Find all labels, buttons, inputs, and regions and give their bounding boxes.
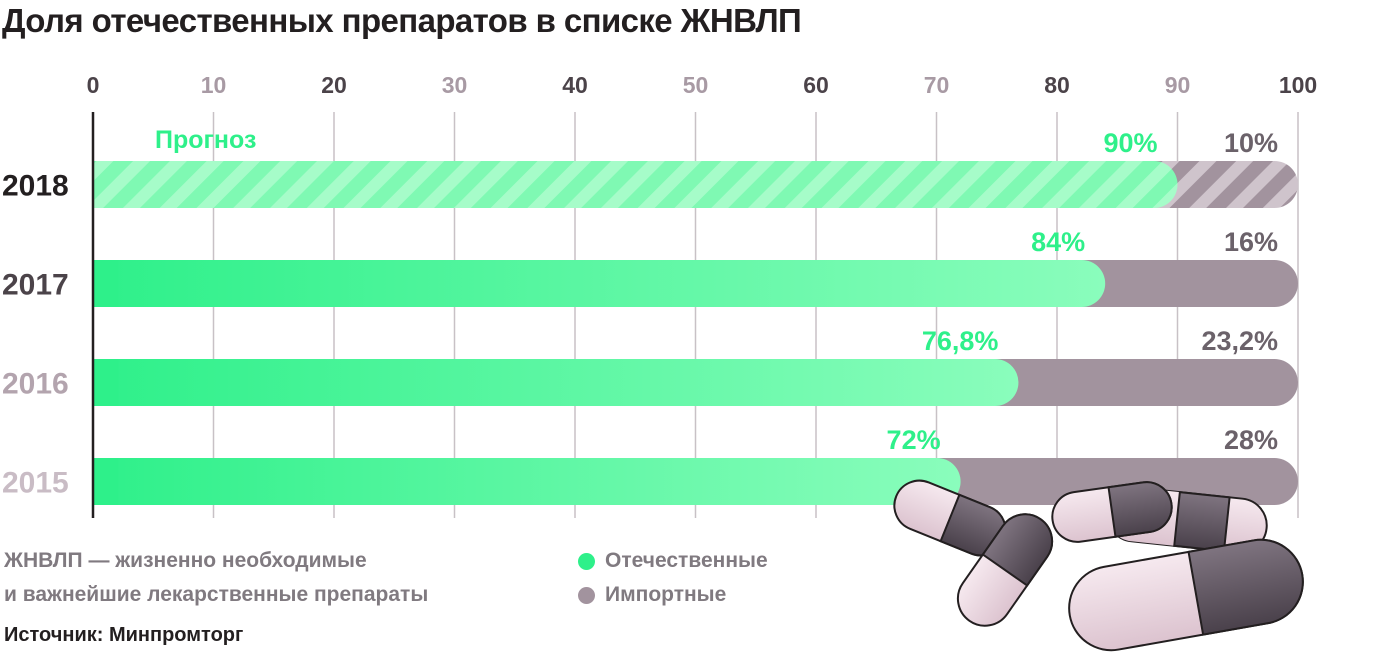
x-tick-label: 30 xyxy=(442,72,468,98)
bar-domestic-left-cap xyxy=(93,359,119,406)
footnote-line: ЖНВЛП — жизненно необходимые xyxy=(4,549,367,572)
legend-swatch xyxy=(578,552,595,570)
category-label: 2017 xyxy=(2,269,69,302)
category-label: 2018 xyxy=(2,170,69,203)
legend-label: Отечественные xyxy=(605,549,768,572)
capsules-illustration xyxy=(893,479,1304,652)
category-label: 2015 xyxy=(2,467,69,500)
bar-domestic xyxy=(93,161,1178,208)
x-tick-label: 100 xyxy=(1279,72,1317,98)
data-label-imported: 16% xyxy=(1224,227,1278,257)
bar-domestic xyxy=(93,359,1019,406)
legend: Отечественные Импортные xyxy=(578,544,768,612)
bar-domestic-left-cap xyxy=(93,161,119,208)
x-tick-label: 50 xyxy=(683,72,709,98)
x-tick-label: 40 xyxy=(562,72,588,98)
data-label-imported: 10% xyxy=(1224,128,1278,158)
legend-swatch xyxy=(578,586,595,604)
bar-domestic xyxy=(93,260,1106,307)
x-tick-label: 70 xyxy=(924,72,950,98)
x-tick-label: 80 xyxy=(1044,72,1070,98)
x-tick-label: 0 xyxy=(87,72,100,98)
x-tick-label: 10 xyxy=(201,72,227,98)
data-label-domestic: 72% xyxy=(887,425,941,455)
legend-item-imported: Импортные xyxy=(578,578,768,612)
capsule-icon xyxy=(956,513,1054,627)
data-label-domestic: 76,8% xyxy=(922,326,999,356)
data-labels: 2018 90% 10% 2017 84% 16% 2016 76,8% 23,2% 2015 72… xyxy=(2,128,1278,500)
footnote-line: и важнейшие лекарственные препараты xyxy=(4,583,429,606)
legend-item-domestic: Отечественные xyxy=(578,544,768,578)
x-tick-label: 90 xyxy=(1165,72,1191,98)
footnote: ЖНВЛП — жизненно необходимые и важнейшие… xyxy=(4,544,428,612)
bars xyxy=(93,161,1298,505)
bar-domestic-left-cap xyxy=(93,458,119,505)
capsule-icon xyxy=(1068,538,1304,652)
category-label: 2016 xyxy=(2,368,69,401)
capsule-icon xyxy=(1051,481,1173,543)
data-label-domestic: 90% xyxy=(1103,128,1157,158)
data-label-domestic: 84% xyxy=(1031,227,1085,257)
source-note: Источник: Минпромторг xyxy=(4,624,244,646)
x-tick-label: 60 xyxy=(803,72,829,98)
data-label-imported: 28% xyxy=(1224,425,1278,455)
x-axis-ticks: 0 10 20 30 40 50 60 70 80 90 100 xyxy=(87,72,1318,98)
legend-label: Импортные xyxy=(605,583,727,606)
bar-domestic xyxy=(93,458,961,505)
x-tick-label: 20 xyxy=(321,72,347,98)
data-label-imported: 23,2% xyxy=(1201,326,1278,356)
bar-domestic-left-cap xyxy=(93,260,119,307)
forecast-label: Прогноз xyxy=(155,126,256,154)
chart-title: Доля отечественных препаратов в списке Ж… xyxy=(2,2,802,39)
